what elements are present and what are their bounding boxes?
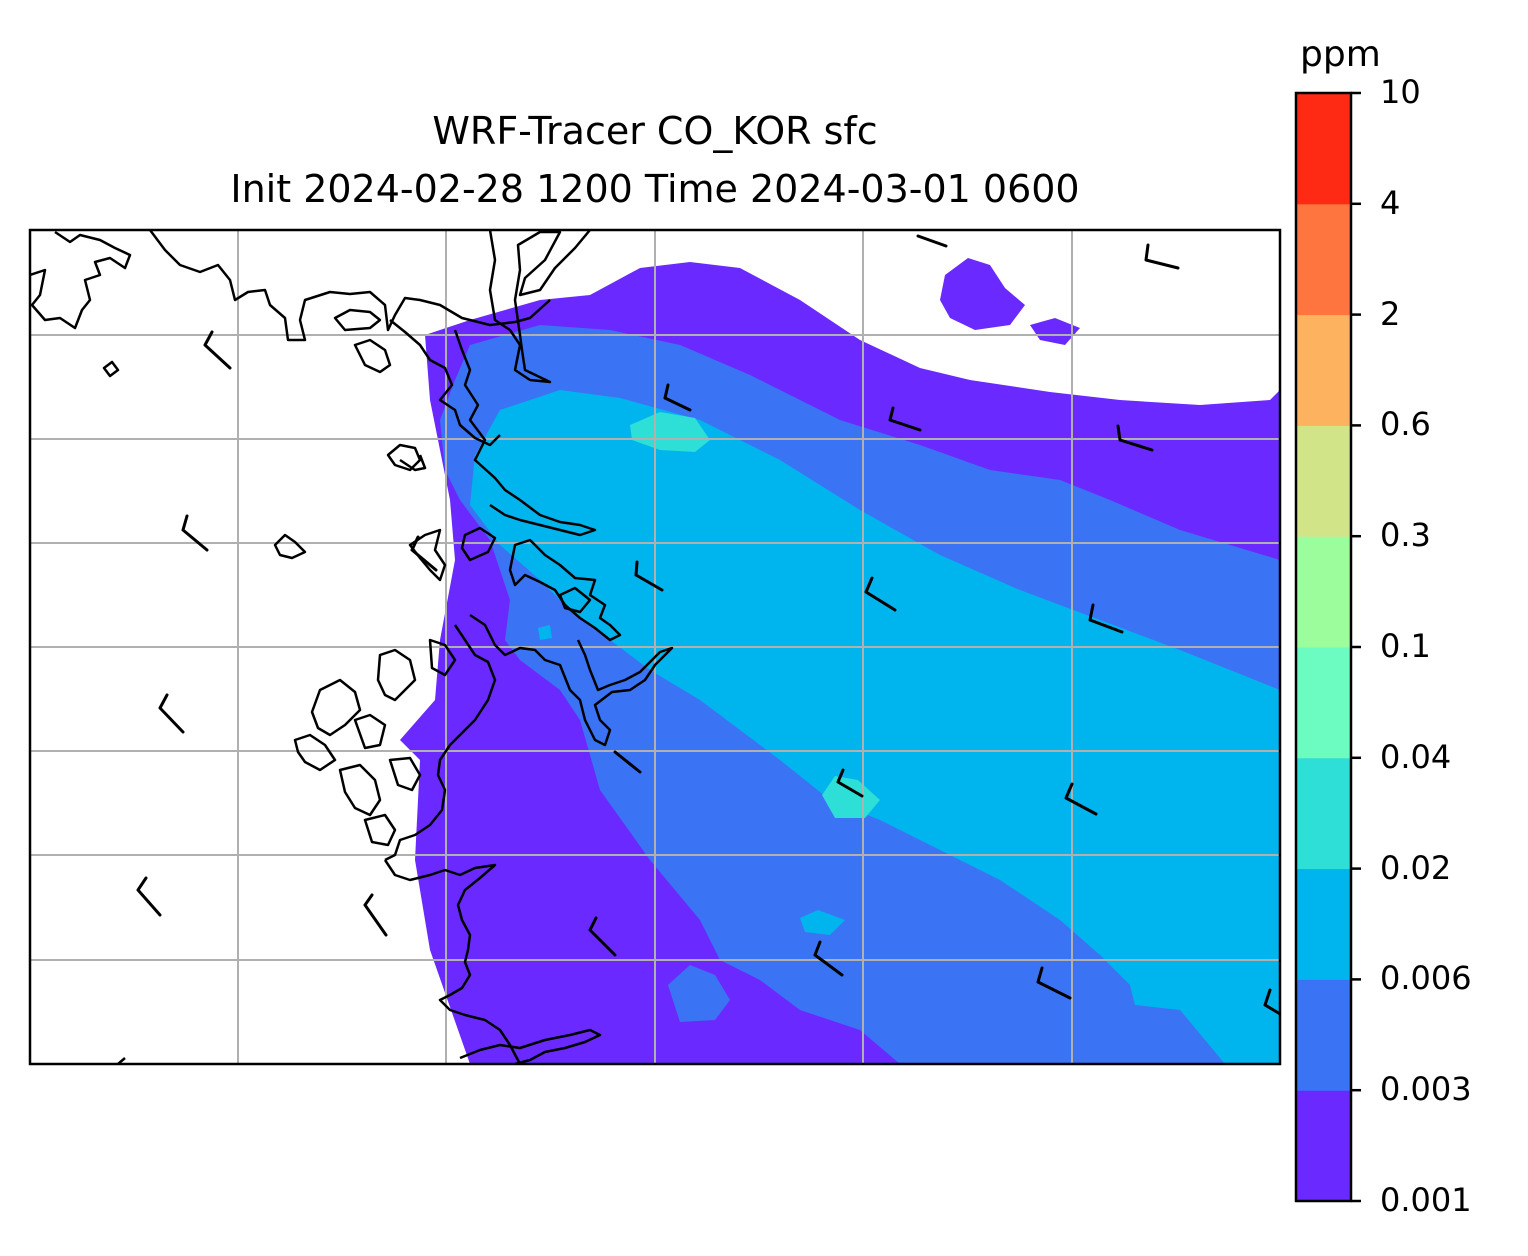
field-level-0.02-patch bbox=[822, 776, 880, 818]
map-panel bbox=[30, 230, 1280, 1064]
colorbar-tick-label: 0.02 bbox=[1380, 848, 1452, 887]
gridlines bbox=[30, 230, 1280, 1064]
colorbar-segment bbox=[1296, 536, 1351, 648]
colorbar-unit-label: ppm bbox=[1300, 34, 1381, 75]
colorbar-segment bbox=[1296, 314, 1351, 426]
coastline-river-mouth bbox=[453, 329, 597, 537]
wind-barb bbox=[888, 406, 922, 432]
coastline-peninsula bbox=[389, 319, 501, 447]
colorbar-tick-label: 10 bbox=[1380, 73, 1421, 111]
coastline-mainland-north bbox=[30, 230, 132, 330]
colorbar-tick-label: 0.3 bbox=[1380, 516, 1431, 555]
coastline-gulf-west bbox=[353, 338, 392, 374]
colorbar-segment bbox=[1296, 425, 1351, 537]
wind-barb bbox=[410, 535, 438, 572]
coastline-south-peninsula bbox=[469, 613, 674, 747]
field-level-0.006-patch-west bbox=[538, 625, 552, 640]
coastline-south-archipelago bbox=[338, 756, 422, 847]
colorbar-tick-label: 0.1 bbox=[1380, 627, 1431, 665]
colorbar-segment bbox=[1296, 868, 1351, 980]
colorbar-segment bbox=[1296, 979, 1351, 1091]
coastline-islands bbox=[386, 443, 427, 472]
coastline-mid bbox=[408, 528, 447, 582]
coastline-central-bay bbox=[508, 538, 622, 642]
wind-barb bbox=[864, 576, 897, 612]
wind-barb bbox=[203, 330, 232, 370]
wind-barb bbox=[916, 234, 948, 248]
wind-barb bbox=[634, 560, 664, 592]
colorbar-tick-label: 0.006 bbox=[1380, 959, 1472, 998]
concentration-field bbox=[400, 258, 1280, 1064]
field-level-0.006-patch bbox=[800, 910, 845, 935]
coastline-estuary bbox=[488, 230, 591, 384]
colorbar-segment bbox=[1296, 203, 1351, 316]
field-level-0.003-patch bbox=[668, 965, 730, 1022]
wind-barb bbox=[1088, 603, 1124, 634]
wind-barb bbox=[363, 893, 388, 937]
colorbar-segment bbox=[1296, 647, 1351, 759]
coastline-archipelago bbox=[384, 624, 497, 862]
map-frame bbox=[28, 228, 1282, 1066]
wind-barb bbox=[663, 383, 692, 412]
wind-barb bbox=[181, 514, 209, 552]
colorbar-segment bbox=[1296, 757, 1351, 870]
wind-barb bbox=[613, 750, 642, 774]
coastline-south-islands bbox=[459, 1028, 602, 1064]
colorbar-segment bbox=[1296, 1090, 1351, 1202]
coastline-island-small-2 bbox=[273, 533, 307, 560]
wind-barb bbox=[1116, 424, 1154, 452]
colorbar-tick-label: 0.04 bbox=[1380, 737, 1452, 776]
wind-barb bbox=[588, 916, 617, 957]
wind-barb bbox=[136, 876, 162, 917]
wind-barb bbox=[836, 768, 864, 798]
colorbar-tick-label: 2 bbox=[1380, 294, 1401, 333]
coastline-south-coast bbox=[383, 859, 522, 1064]
coastline-inner-loop bbox=[333, 308, 382, 332]
coastline-west-islands bbox=[376, 638, 457, 702]
coastlines bbox=[30, 230, 674, 1064]
wind-barb bbox=[1036, 966, 1072, 1000]
colorbar-tick-label: 4 bbox=[1380, 183, 1401, 222]
field-level-0.006 bbox=[470, 390, 1280, 1064]
coastline-island-small-1 bbox=[460, 526, 497, 562]
wind-barb bbox=[1064, 782, 1098, 816]
colorbar-tick-label: 0.6 bbox=[1380, 405, 1431, 444]
colorbar-tick-label: 0.003 bbox=[1380, 1070, 1472, 1109]
plot-title: WRF-Tracer CO_KOR sfc bbox=[432, 109, 878, 153]
field-level-0.001-islet bbox=[1030, 318, 1080, 345]
plot-subtitle: Init 2024-02-28 1200 Time 2024-03-01 060… bbox=[230, 167, 1080, 211]
colorbar-segment bbox=[1296, 93, 1351, 205]
colorbar-frame bbox=[1294, 91, 1353, 1203]
coastline-island-small-3 bbox=[102, 360, 120, 378]
colorbar bbox=[1296, 91, 1361, 1203]
field-level-0.001-island bbox=[940, 258, 1025, 330]
field-level-0.02 bbox=[630, 412, 710, 452]
wind-barb bbox=[1144, 243, 1180, 270]
coastline-bay bbox=[149, 230, 551, 342]
wind-barb bbox=[158, 693, 185, 734]
wind-barbs bbox=[136, 234, 1280, 1016]
wind-barb bbox=[813, 940, 844, 977]
colorbar-tick-label: 0.001 bbox=[1380, 1181, 1472, 1219]
coastline-west-archipelago bbox=[293, 678, 387, 772]
coastline-gulf bbox=[558, 586, 592, 614]
